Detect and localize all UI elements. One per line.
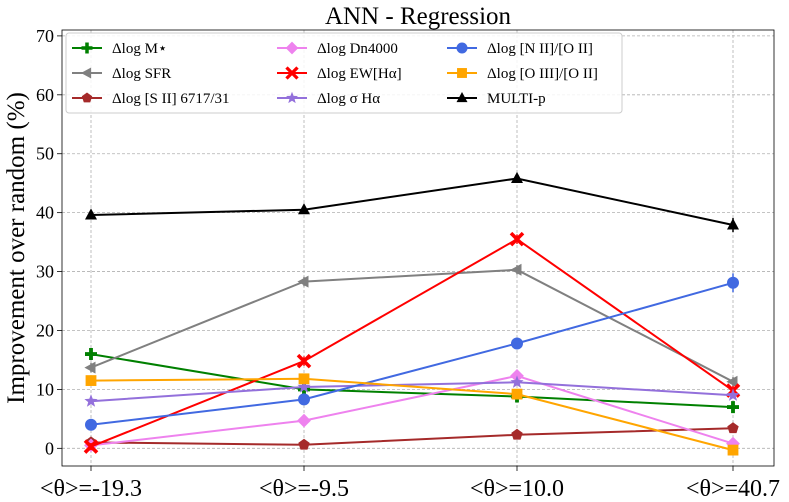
x-tick-label: <θ>=10.0: [470, 476, 564, 502]
x-axis-ticks: <θ>=-19.3 <θ>=-9.5 <θ>=10.0 <θ>=40.7: [40, 466, 780, 502]
data-point: [509, 231, 525, 247]
data-point: [83, 439, 99, 454]
series-line: [90, 268, 734, 383]
legend-box: [65, 32, 623, 114]
legend-label: Δlog EW[Hα]: [317, 66, 402, 82]
series-6: [85, 273, 739, 431]
data-point: [298, 203, 310, 215]
series-7: [85, 373, 739, 456]
series-line: [90, 281, 734, 426]
data-point: [511, 428, 523, 440]
data-point: [84, 361, 96, 374]
data-point: [727, 401, 740, 414]
series-line: [90, 374, 734, 447]
series-1: [84, 263, 738, 388]
legend-label: Δlog [N II]/[O II]: [487, 41, 593, 57]
data-point: [297, 380, 311, 393]
legend-item: Δlog [O III]/[O II]: [447, 66, 598, 82]
data-point: [727, 444, 739, 456]
series-line: [90, 177, 734, 226]
series-4: [83, 231, 741, 454]
series-5: [84, 375, 740, 407]
series-line: [90, 381, 734, 403]
y-tick-label: 10: [36, 379, 54, 399]
data-point: [298, 438, 310, 450]
data-point: [511, 171, 523, 183]
y-tick-label: 20: [36, 320, 54, 340]
legend-label: Δlog σ Hα: [317, 91, 380, 107]
y-tick-label: 60: [36, 85, 54, 105]
legend-item: Δlog M⋆: [72, 41, 167, 57]
series-layer: [83, 171, 741, 456]
series-line: [90, 238, 734, 448]
legend-label: Δlog Dn4000: [317, 41, 398, 57]
series-line: [90, 427, 734, 446]
data-point: [727, 422, 739, 434]
legend-label: Δlog [O III]/[O II]: [487, 66, 598, 82]
legend-item: Δlog σ Hα: [277, 91, 380, 107]
data-point: [298, 393, 310, 406]
data-point: [726, 375, 738, 388]
data-point: [510, 263, 522, 276]
legend-label: Δlog [S II] 6717/31: [112, 91, 230, 107]
legend-item: Δlog Dn4000: [277, 41, 398, 57]
data-point: [298, 373, 310, 385]
data-point: [85, 418, 97, 431]
data-point: [84, 394, 98, 407]
y-tick-label: 50: [36, 144, 54, 164]
series-line: [90, 353, 734, 409]
x-tick-label: <θ>=-19.3: [40, 476, 142, 502]
y-axis-ticks: 0 10 20 30 40 50 60 70: [36, 26, 62, 458]
y-tick-label: 70: [36, 26, 54, 46]
data-point: [511, 337, 523, 350]
legend-item: Δlog EW[Hα]: [277, 66, 402, 82]
legend-marker: [457, 68, 467, 78]
data-point: [726, 388, 740, 401]
plot-frame: [61, 29, 775, 467]
y-tick-label: 40: [36, 203, 54, 223]
data-point: [85, 208, 97, 220]
legend-marker: [80, 67, 92, 79]
data-point: [727, 276, 739, 289]
data-point: [85, 348, 97, 361]
data-point: [296, 353, 312, 369]
data-point: [297, 413, 311, 428]
legend-marker: [81, 92, 93, 103]
legend-label: Δlog SFR: [112, 66, 171, 82]
data-point: [85, 375, 97, 386]
series-8: [85, 171, 739, 233]
legend-item: Δlog [N II]/[O II]: [447, 41, 593, 57]
legend-label: Δlog M⋆: [112, 41, 167, 57]
legend-marker: [456, 42, 468, 54]
data-point: [511, 388, 523, 400]
x-tick-label: <θ>=-9.5: [259, 476, 349, 502]
series-line: [90, 377, 734, 452]
legend-marker: [286, 91, 298, 104]
y-tick-label: 30: [36, 262, 54, 282]
legend: Δlog M⋆ Δlog SFR Δlog [S II] 6717/31 Δlog D…: [65, 32, 623, 114]
y-axis-label: Improvement over random (%): [3, 92, 30, 404]
chart-title: ANN - Regression: [325, 3, 512, 30]
legend-marker: [285, 66, 299, 80]
data-point: [297, 275, 309, 288]
data-point: [510, 375, 524, 388]
y-tick-label: 0: [45, 438, 54, 458]
x-tick-label: <θ>=40.7: [686, 476, 780, 502]
legend-label: MULTI-p: [487, 91, 546, 107]
legend-item: Δlog SFR: [72, 66, 171, 82]
legend-marker: [285, 41, 299, 55]
legend-item: MULTI-p: [447, 91, 546, 107]
legend-marker: [456, 91, 468, 103]
legend-item: Δlog [S II] 6717/31: [72, 91, 230, 107]
data-point: [727, 218, 739, 230]
legend-marker: [81, 42, 93, 54]
